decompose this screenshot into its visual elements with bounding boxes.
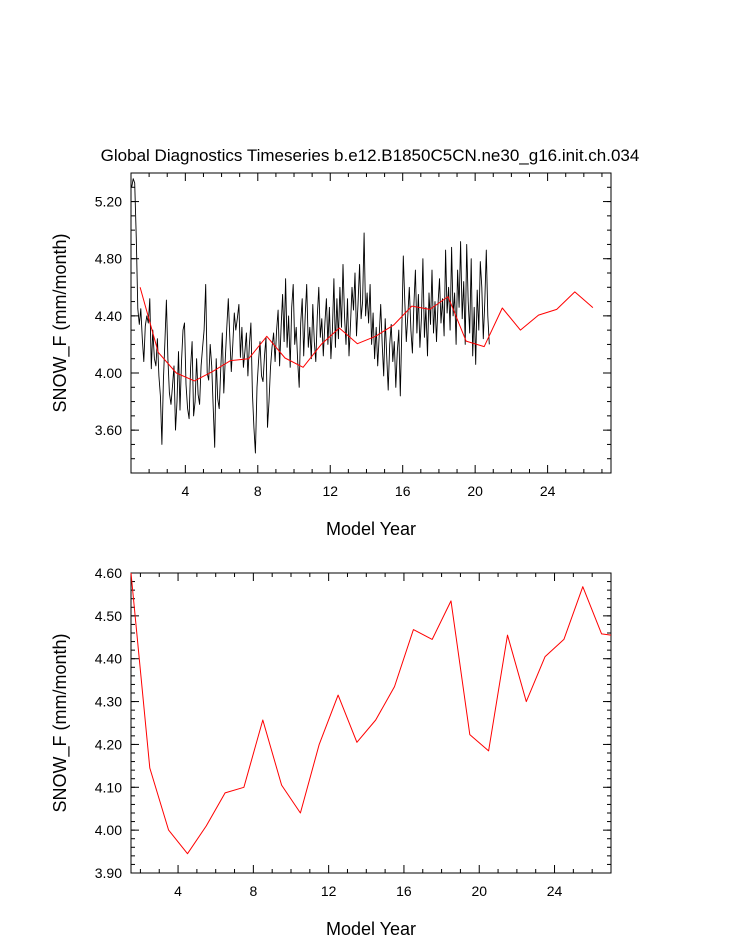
top-x-ticks: 4 8 12 16 20 24 xyxy=(181,173,556,499)
bottom-y-axis-label: SNOW_F (mm/month) xyxy=(50,633,71,812)
top-x-axis-label: Model Year xyxy=(326,519,416,539)
y-tick-label: 4.10 xyxy=(95,779,122,795)
series-line-monthly xyxy=(131,178,490,454)
x-tick-label: 16 xyxy=(396,883,412,899)
x-tick-label: 20 xyxy=(471,883,487,899)
top-y-axis-label: SNOW_F (mm/month) xyxy=(50,233,71,412)
series-line-annual xyxy=(139,287,594,382)
bottom-panel: 4 8 12 16 20 24 3.90 4.00 4.10 4.20 4.30 4.40 4.50 4… xyxy=(50,565,612,939)
y-tick-label: 4.00 xyxy=(95,365,122,381)
top-plot-frame xyxy=(130,172,612,474)
y-tick-label: 4.40 xyxy=(95,651,122,667)
top-series-lines xyxy=(131,178,594,454)
x-tick-label: 8 xyxy=(254,483,262,499)
y-tick-label: 4.20 xyxy=(95,736,122,752)
bottom-plot-frame xyxy=(130,572,612,874)
bottom-y-ticks: 3.90 4.00 4.10 4.20 4.30 4.40 4.50 4.60 xyxy=(95,565,611,881)
figure-title: Global Diagnostics Timeseries b.e12.B185… xyxy=(101,146,640,165)
x-tick-label: 8 xyxy=(249,883,257,899)
y-tick-label: 4.60 xyxy=(95,565,122,581)
x-tick-label: 4 xyxy=(181,483,189,499)
top-y-ticks: 3.60 4.00 4.40 4.80 5.20 xyxy=(95,194,611,438)
x-tick-label: 24 xyxy=(547,883,563,899)
series-line-annual xyxy=(130,572,612,855)
x-tick-label: 16 xyxy=(395,483,411,499)
y-tick-label: 3.90 xyxy=(95,865,122,881)
bottom-x-axis-label: Model Year xyxy=(326,919,416,939)
y-tick-label: 4.80 xyxy=(95,251,122,267)
top-panel: 4 8 12 16 20 24 3.60 4.00 4.40 4.80 5.20 Model Ye… xyxy=(50,172,612,539)
x-tick-label: 20 xyxy=(467,483,483,499)
y-tick-label: 4.30 xyxy=(95,694,122,710)
x-tick-label: 12 xyxy=(322,483,338,499)
bottom-x-ticks: 4 8 12 16 20 24 xyxy=(174,573,563,899)
y-tick-label: 4.40 xyxy=(95,308,122,324)
y-tick-label: 4.00 xyxy=(95,822,122,838)
bottom-minor-ticks xyxy=(131,572,612,874)
y-tick-label: 4.50 xyxy=(95,608,122,624)
y-tick-label: 5.20 xyxy=(95,194,122,210)
x-tick-label: 12 xyxy=(321,883,337,899)
x-tick-label: 4 xyxy=(174,883,182,899)
y-tick-label: 3.60 xyxy=(95,422,122,438)
bottom-series-lines xyxy=(130,572,612,855)
x-tick-label: 24 xyxy=(540,483,556,499)
